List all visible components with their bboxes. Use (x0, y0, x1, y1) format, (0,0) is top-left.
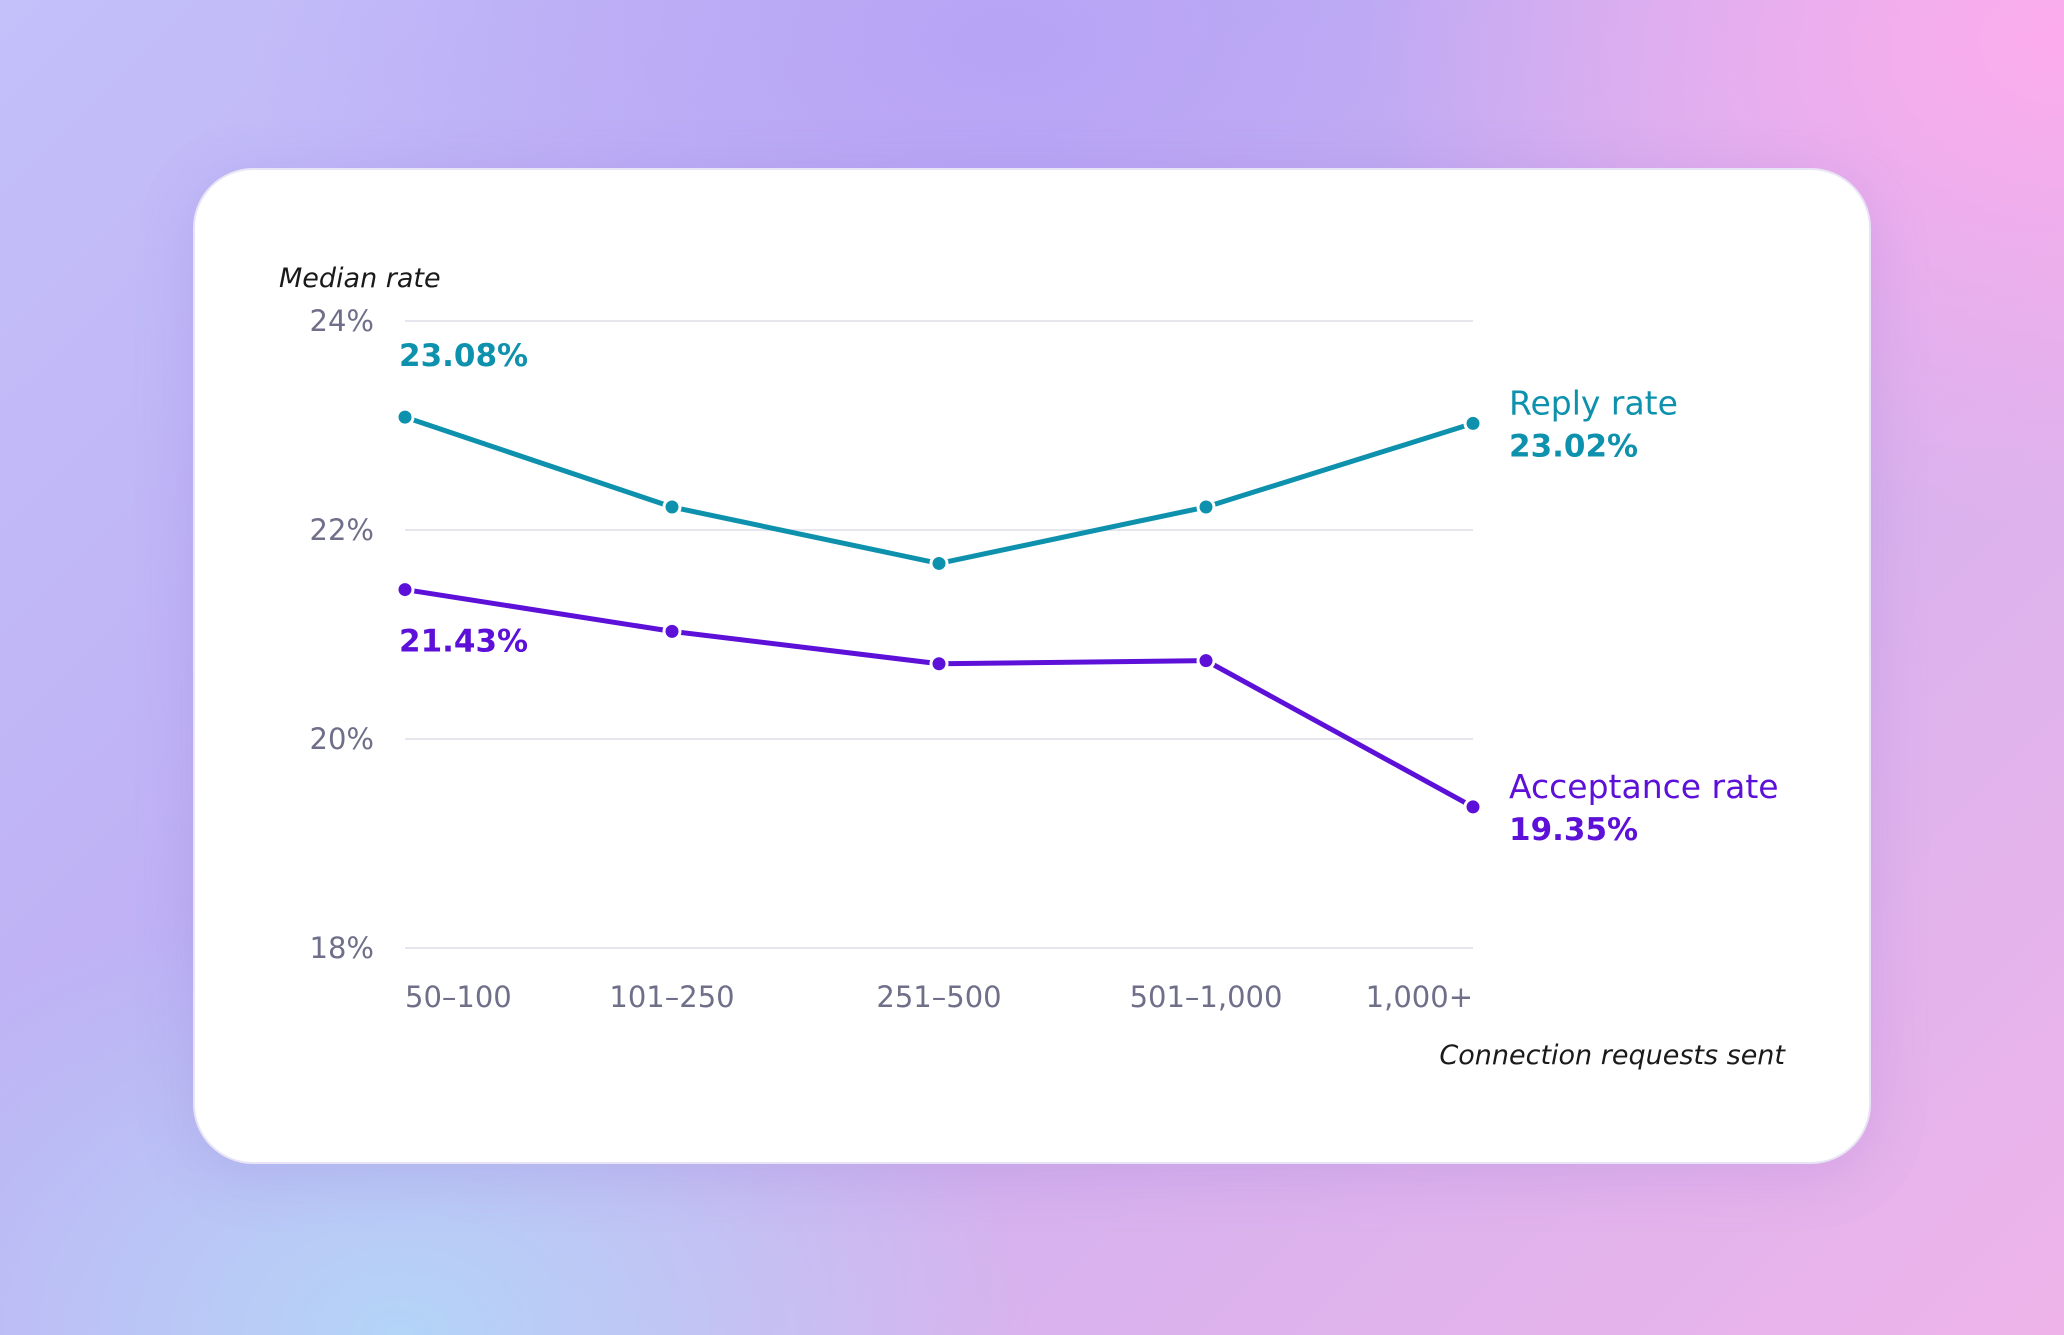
x-tick-label: 251–500 (876, 980, 1001, 1014)
series-line (402, 587, 1476, 810)
series-layer (395, 407, 1483, 817)
y-axis-ticks: 18% 20% 22% 24% (310, 304, 374, 965)
end-value-label: 19.35% (1509, 812, 1638, 848)
x-axis-ticks: 50–100 101–250 251–500 501–1,000 1,000+ (405, 980, 1473, 1014)
y-tick-label: 20% (310, 722, 374, 756)
series-name-label: Reply rate (1509, 383, 1678, 422)
series-name-label: Acceptance rate (1509, 767, 1779, 806)
data-point (929, 553, 949, 573)
y-tick-label: 22% (310, 513, 374, 547)
data-point (1196, 651, 1216, 671)
data-point (395, 580, 415, 600)
x-tick-label: 501–1,000 (1130, 980, 1283, 1014)
data-point (662, 621, 682, 641)
start-value-label: 21.43% (399, 624, 528, 660)
chart-card (193, 168, 1871, 1164)
x-tick-label: 1,000+ (1366, 980, 1473, 1014)
x-tick-label: 101–250 (609, 980, 734, 1014)
x-tick-label: 50–100 (405, 980, 512, 1014)
data-point (929, 654, 949, 674)
data-point (395, 407, 415, 427)
y-tick-label: 18% (310, 931, 374, 965)
y-axis-title: Median rate (279, 263, 441, 294)
start-value-label: 23.08% (399, 338, 528, 374)
y-tick-label: 24% (310, 304, 374, 338)
x-axis-title: Connection requests sent (1439, 1040, 1786, 1071)
data-point (1463, 413, 1483, 433)
data-point (1463, 797, 1483, 817)
gridlines (405, 320, 1473, 949)
data-point (662, 497, 682, 517)
end-value-label: 23.02% (1509, 428, 1638, 464)
data-point (1196, 497, 1216, 517)
series-line (402, 414, 1476, 566)
series-labels: Reply rate 23.02% 23.08% Acceptance rate 19.… (399, 338, 1779, 848)
